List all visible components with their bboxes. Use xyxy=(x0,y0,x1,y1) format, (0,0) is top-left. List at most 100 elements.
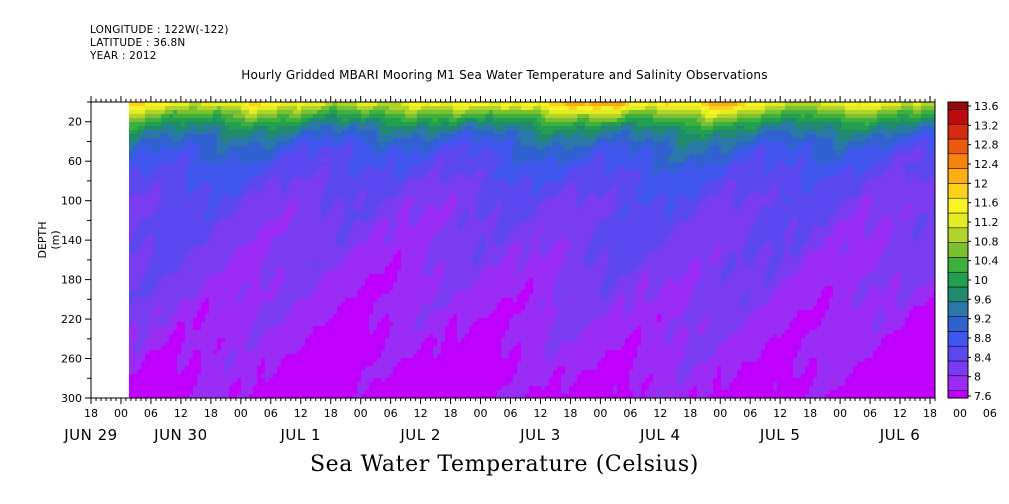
heat-cell xyxy=(213,222,218,227)
heat-cell xyxy=(365,270,370,275)
heat-cell xyxy=(185,122,190,127)
heat-cell xyxy=(205,154,210,159)
heat-cell xyxy=(313,162,318,167)
heat-cell xyxy=(361,382,366,387)
heat-cell xyxy=(233,206,238,211)
heat-cell xyxy=(389,274,394,279)
heat-cell xyxy=(189,290,194,295)
heat-cell xyxy=(221,370,226,375)
heat-cell xyxy=(313,394,318,399)
heat-cell xyxy=(181,206,186,211)
heat-cell xyxy=(137,330,142,335)
heat-cell xyxy=(289,270,294,275)
heat-cell xyxy=(313,350,318,355)
heat-cell xyxy=(129,298,134,303)
heat-cell xyxy=(293,346,298,351)
heat-cell xyxy=(373,390,378,395)
heat-cell xyxy=(145,166,150,171)
heat-cell xyxy=(157,310,162,315)
heat-cell xyxy=(273,206,278,211)
heat-cell xyxy=(177,110,182,115)
heat-cell xyxy=(177,394,182,399)
heat-cell xyxy=(337,262,342,267)
heat-cell xyxy=(201,154,206,159)
heat-cell xyxy=(129,126,134,131)
heat-cell xyxy=(393,182,398,187)
heat-cell xyxy=(281,210,286,215)
heat-cell xyxy=(241,250,246,255)
heat-cell xyxy=(165,210,170,215)
heat-cell xyxy=(165,250,170,255)
heat-cell xyxy=(301,274,306,279)
heat-cell xyxy=(209,186,214,191)
heat-cell xyxy=(129,130,134,135)
heat-cell xyxy=(353,110,358,115)
heat-cell xyxy=(209,354,214,359)
heat-cell xyxy=(261,202,266,207)
heat-cell xyxy=(229,178,234,183)
heat-cell xyxy=(369,246,374,251)
heat-cell xyxy=(189,270,194,275)
heat-cell xyxy=(341,158,346,163)
heat-cell xyxy=(241,362,246,367)
heat-cell xyxy=(241,194,246,199)
heat-cell xyxy=(333,166,338,171)
heat-cell xyxy=(281,394,286,399)
heat-cell xyxy=(309,110,314,115)
heat-cell xyxy=(233,310,238,315)
heat-cell xyxy=(205,170,210,175)
heat-cell xyxy=(317,110,322,115)
heat-cell xyxy=(377,230,382,235)
heat-cell xyxy=(265,190,270,195)
heat-cell xyxy=(205,386,210,391)
heat-cell xyxy=(169,282,174,287)
heat-cell xyxy=(205,358,210,363)
heat-cell xyxy=(393,270,398,275)
heat-cell xyxy=(349,174,354,179)
heat-cell xyxy=(361,366,366,371)
heat-cell xyxy=(213,366,218,371)
heat-cell xyxy=(241,214,246,219)
heat-cell xyxy=(245,234,250,239)
heat-cell xyxy=(149,278,154,283)
heat-cell xyxy=(149,178,154,183)
heat-cell xyxy=(293,382,298,387)
heat-cell xyxy=(181,130,186,135)
heat-cell xyxy=(173,166,178,171)
heat-cell xyxy=(253,238,258,243)
heat-cell xyxy=(353,302,358,307)
heat-cell xyxy=(161,250,166,255)
heat-cell xyxy=(129,346,134,351)
heat-cell xyxy=(145,246,150,251)
heat-cell xyxy=(301,290,306,295)
heat-cell xyxy=(181,170,186,175)
heat-cell xyxy=(177,330,182,335)
heat-cell xyxy=(365,350,370,355)
heat-cell xyxy=(261,346,266,351)
heat-cell xyxy=(373,350,378,355)
heat-cell xyxy=(221,394,226,399)
heat-cell xyxy=(305,162,310,167)
heat-cell xyxy=(225,110,230,115)
heat-cell xyxy=(357,110,362,115)
heat-cell xyxy=(213,134,218,139)
heat-cell xyxy=(189,146,194,151)
heat-cell xyxy=(261,126,266,131)
heat-cell xyxy=(377,278,382,283)
heat-cell xyxy=(297,146,302,151)
heat-cell xyxy=(341,394,346,399)
heat-cell xyxy=(369,234,374,239)
heat-cell xyxy=(345,182,350,187)
heat-cell xyxy=(161,102,166,107)
heat-cell xyxy=(385,346,390,351)
heat-cell xyxy=(265,322,270,327)
heat-cell xyxy=(213,250,218,255)
heat-cell xyxy=(149,122,154,127)
heat-cell xyxy=(133,306,138,311)
heat-cell xyxy=(165,198,170,203)
heat-cell xyxy=(385,310,390,315)
heat-cell xyxy=(177,146,182,151)
heat-cell xyxy=(325,250,330,255)
heat-cell xyxy=(353,202,358,207)
heat-cell xyxy=(177,130,182,135)
